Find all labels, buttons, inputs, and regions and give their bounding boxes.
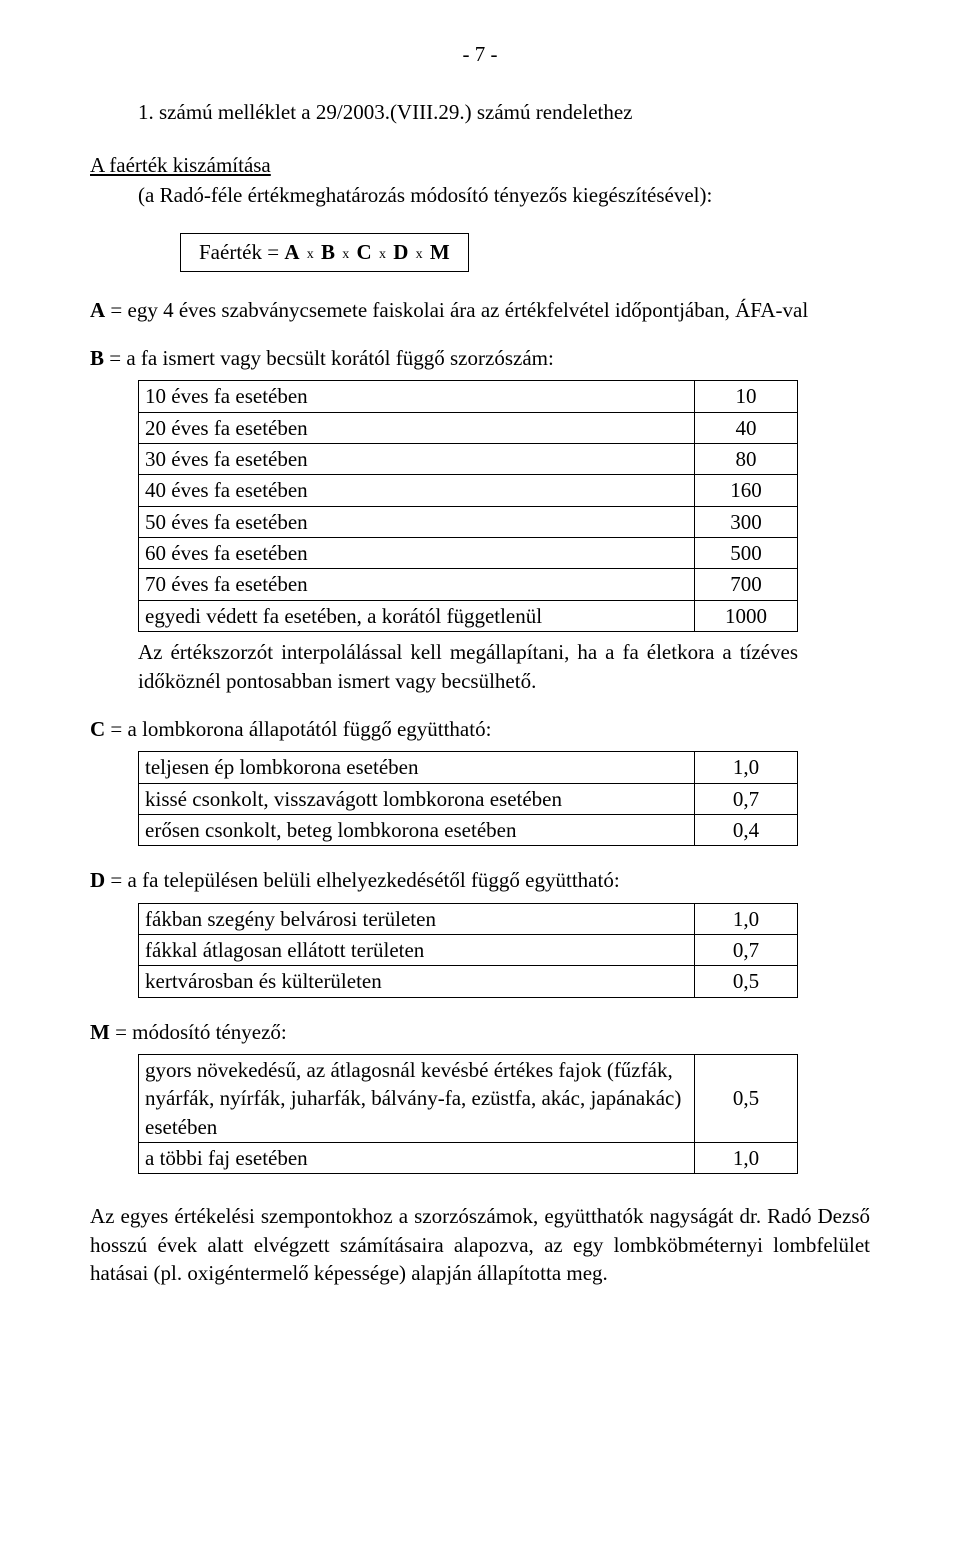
cell-value: 1,0 <box>695 752 798 783</box>
cell-value: 10 <box>695 381 798 412</box>
cell-value: 700 <box>695 569 798 600</box>
attachment-title: 1. számú melléklet a 29/2003.(VIII.29.) … <box>90 98 870 126</box>
table-row: fákkal átlagosan ellátott területen0,7 <box>139 934 798 965</box>
def-a: A = egy 4 éves szabványcsemete faiskolai… <box>90 296 870 324</box>
formula-eq: = <box>267 240 284 264</box>
formula-op: x <box>340 247 351 262</box>
cell-label: fákban szegény belvárosi területen <box>139 903 695 934</box>
table-row: kissé csonkolt, visszavágott lombkorona … <box>139 783 798 814</box>
cell-label: egyedi védett fa esetében, a korától füg… <box>139 600 695 631</box>
def-b-prefix: B <box>90 346 104 370</box>
table-row: a többi faj esetében1,0 <box>139 1142 798 1173</box>
cell-label: 30 éves fa esetében <box>139 444 695 475</box>
table-row: erősen csonkolt, beteg lombkorona esetéb… <box>139 814 798 845</box>
cell-value: 0,7 <box>695 783 798 814</box>
table-row: 60 éves fa esetében500 <box>139 538 798 569</box>
cell-label: teljesen ép lombkorona esetében <box>139 752 695 783</box>
section-heading: A faérték kiszámítása <box>90 151 870 179</box>
def-a-prefix: A <box>90 298 105 322</box>
cell-value: 40 <box>695 412 798 443</box>
table-row: 30 éves fa esetében80 <box>139 444 798 475</box>
formula-lhs: Faérték <box>199 240 262 264</box>
cell-value: 0,5 <box>695 966 798 997</box>
cell-label: kertvárosban és külterületen <box>139 966 695 997</box>
formula-op: x <box>414 247 425 262</box>
page-number: - 7 - <box>90 40 870 68</box>
formula-m: M <box>430 240 450 264</box>
table-d: fákban szegény belvárosi területen1,0 fá… <box>138 903 798 998</box>
def-m: M = módosító tényező: <box>90 1018 870 1046</box>
def-c: C = a lombkorona állapotától függő együt… <box>90 715 870 743</box>
def-d-text: = a fa településen belüli elhelyezkedésé… <box>105 868 620 892</box>
def-m-text: = módosító tényező: <box>110 1020 287 1044</box>
section-subtitle: (a Radó-féle értékmeghatározás módosító … <box>90 181 870 209</box>
formula-a: A <box>284 240 299 264</box>
formula-op: x <box>377 247 388 262</box>
cell-label: 40 éves fa esetében <box>139 475 695 506</box>
table-row: 10 éves fa esetében10 <box>139 381 798 412</box>
cell-value: 160 <box>695 475 798 506</box>
formula-box: Faérték = A x B x C x D x M <box>180 233 469 271</box>
table-c: teljesen ép lombkorona esetében1,0 kissé… <box>138 751 798 846</box>
def-a-text: = egy 4 éves szabványcsemete faiskolai á… <box>105 298 808 322</box>
def-c-prefix: C <box>90 717 105 741</box>
cell-label: gyors növekedésű, az átlagosnál kevésbé … <box>139 1054 695 1142</box>
cell-label: 50 éves fa esetében <box>139 506 695 537</box>
cell-label: 20 éves fa esetében <box>139 412 695 443</box>
table-b-note: Az értékszorzót interpolálással kell meg… <box>138 638 798 695</box>
closing-paragraph: Az egyes értékelési szempontokhoz a szor… <box>90 1202 870 1287</box>
cell-value: 1,0 <box>695 1142 798 1173</box>
cell-value: 1,0 <box>695 903 798 934</box>
table-row: 50 éves fa esetében300 <box>139 506 798 537</box>
formula-b: B <box>321 240 335 264</box>
cell-value: 0,5 <box>695 1054 798 1142</box>
cell-label: 10 éves fa esetében <box>139 381 695 412</box>
formula-op: x <box>305 247 316 262</box>
cell-label: erősen csonkolt, beteg lombkorona esetéb… <box>139 814 695 845</box>
table-row: fákban szegény belvárosi területen1,0 <box>139 903 798 934</box>
def-c-text: = a lombkorona állapotától függő együtth… <box>105 717 491 741</box>
cell-value: 1000 <box>695 600 798 631</box>
def-d: D = a fa településen belüli elhelyezkedé… <box>90 866 870 894</box>
table-row: teljesen ép lombkorona esetében1,0 <box>139 752 798 783</box>
table-row: kertvárosban és külterületen0,5 <box>139 966 798 997</box>
table-row: 40 éves fa esetében160 <box>139 475 798 506</box>
formula-d: D <box>393 240 408 264</box>
cell-label: kissé csonkolt, visszavágott lombkorona … <box>139 783 695 814</box>
formula-c: C <box>357 240 372 264</box>
table-row: 20 éves fa esetében40 <box>139 412 798 443</box>
table-row: gyors növekedésű, az átlagosnál kevésbé … <box>139 1054 798 1142</box>
cell-label: a többi faj esetében <box>139 1142 695 1173</box>
spacer <box>90 1004 870 1018</box>
def-m-prefix: M <box>90 1020 110 1044</box>
cell-value: 500 <box>695 538 798 569</box>
spacer <box>90 852 870 866</box>
cell-label: 70 éves fa esetében <box>139 569 695 600</box>
cell-value: 80 <box>695 444 798 475</box>
table-m: gyors növekedésű, az átlagosnál kevésbé … <box>138 1054 798 1174</box>
table-b: 10 éves fa esetében10 20 éves fa esetébe… <box>138 380 798 632</box>
def-d-prefix: D <box>90 868 105 892</box>
cell-value: 0,7 <box>695 934 798 965</box>
table-row: egyedi védett fa esetében, a korától füg… <box>139 600 798 631</box>
page: - 7 - 1. számú melléklet a 29/2003.(VIII… <box>0 0 960 1565</box>
cell-value: 300 <box>695 506 798 537</box>
def-b: B = a fa ismert vagy becsült korától füg… <box>90 344 870 372</box>
cell-label: fákkal átlagosan ellátott területen <box>139 934 695 965</box>
cell-value: 0,4 <box>695 814 798 845</box>
def-b-text: = a fa ismert vagy becsült korától függő… <box>104 346 554 370</box>
table-row: 70 éves fa esetében700 <box>139 569 798 600</box>
cell-label: 60 éves fa esetében <box>139 538 695 569</box>
